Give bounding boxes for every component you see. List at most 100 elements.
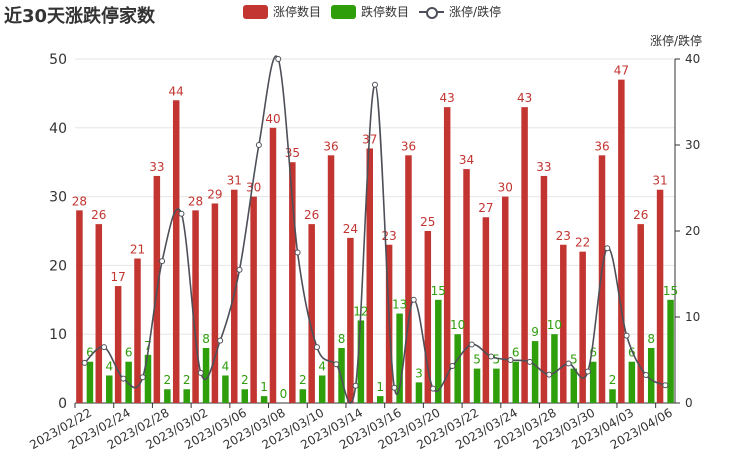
- ratio-point: [275, 56, 282, 62]
- limit-down-bar: [454, 334, 461, 403]
- limit-up-value-label: 25: [420, 215, 435, 229]
- limit-up-value-label: 21: [130, 243, 145, 257]
- limit-up-bar: [347, 237, 354, 403]
- limit-down-bar: [531, 341, 539, 403]
- legend-item-limit-down[interactable]: 跌停数目: [331, 3, 409, 20]
- limit-down-value-label: 2: [241, 373, 249, 387]
- limit-down-bar: [435, 299, 442, 403]
- limit-up-value-label: 33: [536, 160, 551, 174]
- limit-down-bar: [106, 375, 113, 403]
- y2-tick-label: 10: [685, 310, 700, 324]
- limit-up-value-label: 31: [227, 174, 242, 188]
- ratio-point: [81, 359, 88, 366]
- limit-up-bar: [560, 244, 567, 403]
- limit-down-bar: [570, 368, 578, 403]
- ratio-point: [159, 258, 166, 265]
- limit-up-value-label: 36: [323, 139, 338, 153]
- limit-up-bar: [134, 258, 141, 403]
- limit-up-value-label: 26: [633, 208, 648, 222]
- limit-up-bar: [114, 286, 122, 403]
- limit-up-value-label: 36: [594, 139, 609, 153]
- ratio-point: [178, 210, 185, 217]
- limit-down-value-label: 2: [609, 373, 617, 387]
- limit-up-value-label: 28: [72, 194, 87, 208]
- limit-down-value-label: 7: [144, 339, 152, 353]
- limit-up-bar: [269, 127, 277, 404]
- ratio-point: [488, 353, 495, 360]
- limit-up-bar: [598, 155, 606, 403]
- limit-down-bar: [512, 361, 519, 403]
- limit-down-value-label: 15: [431, 284, 446, 298]
- limit-down-value-label: 4: [318, 359, 326, 373]
- ratio-point: [565, 360, 572, 367]
- legend-item-limit-up[interactable]: 涨停数目: [243, 3, 321, 20]
- limit-up-value-label: 26: [91, 208, 106, 222]
- limit-up-value-label: 28: [188, 194, 203, 208]
- limit-down-value-label: 8: [647, 332, 655, 346]
- ratio-point: [507, 357, 514, 363]
- limit-down-bar: [377, 396, 384, 403]
- y2-tick-label: 0: [685, 396, 693, 410]
- legend-item-ratio[interactable]: 涨停/跌停: [419, 3, 501, 20]
- ratio-line: [84, 55, 666, 404]
- limit-down-bar: [473, 368, 481, 403]
- limit-up-bar: [521, 107, 528, 403]
- limit-up-bar: [443, 107, 451, 403]
- legend-label-limit-down: 跌停数目: [361, 5, 410, 19]
- limit-down-value-label: 5: [473, 353, 481, 367]
- ratio-point: [333, 361, 340, 368]
- limit-down-bar: [589, 361, 597, 403]
- limit-down-bar: [125, 361, 132, 403]
- limit-up-value-label: 26: [304, 208, 319, 222]
- limit-up-value-label: 29: [207, 187, 222, 201]
- ratio-point: [255, 142, 262, 148]
- limit-down-bar: [318, 375, 326, 403]
- y-tick-label: 10: [49, 327, 67, 343]
- limit-down-bar: [609, 389, 616, 403]
- limit-down-bar: [493, 368, 500, 403]
- limit-down-value-label: 6: [125, 346, 133, 360]
- y2-tick-label: 30: [685, 138, 700, 152]
- limit-up-value-label: 24: [343, 222, 358, 236]
- limit-down-value-label: 2: [164, 373, 172, 387]
- limit-down-value-label: 6: [86, 346, 94, 360]
- legend-swatch-ratio: [419, 5, 445, 19]
- limit-down-value-label: 6: [589, 346, 597, 360]
- legend-label-limit-up: 涨停数目: [273, 5, 322, 19]
- limit-down-value-label: 6: [628, 346, 636, 360]
- ratio-point: [139, 374, 146, 381]
- limit-up-value-label: 40: [265, 112, 280, 126]
- ratio-point: [197, 369, 204, 376]
- limit-down-value-label: 1: [376, 380, 384, 394]
- limit-up-bar: [424, 231, 432, 403]
- y-tick-label: 20: [49, 258, 67, 274]
- data-labels: 2862641762173324422882943123014003522643…: [72, 64, 678, 401]
- limit-down-bar: [86, 361, 94, 403]
- ratio-point: [662, 382, 669, 389]
- limit-down-value-label: 13: [392, 298, 407, 312]
- legend-swatch-limit-down: [331, 4, 357, 19]
- limit-down-value-label: 3: [415, 366, 423, 380]
- limit-down-value-label: 8: [338, 332, 346, 346]
- limit-up-value-label: 31: [652, 174, 667, 188]
- limit-down-bar: [164, 389, 171, 403]
- ratio-point: [584, 368, 591, 375]
- limit-down-bar: [338, 347, 345, 403]
- limit-up-bar: [501, 196, 509, 403]
- limit-down-value-label: 5: [570, 353, 578, 367]
- limit-up-value-label: 30: [246, 181, 261, 195]
- limit-up-bar: [76, 210, 83, 403]
- ratio-point: [430, 385, 437, 392]
- legend-label-ratio: 涨停/跌停: [449, 5, 502, 19]
- ratio-point: [410, 296, 417, 303]
- ratio-point: [526, 358, 533, 365]
- limit-up-value-label: 47: [614, 64, 629, 78]
- ratio-point: [120, 375, 127, 382]
- limit-up-bar: [192, 210, 199, 403]
- y-tick-label: 40: [49, 121, 67, 137]
- limit-up-bar: [579, 251, 586, 403]
- limit-up-value-label: 44: [169, 84, 184, 98]
- limit-down-bar: [647, 347, 655, 403]
- limit-up-value-label: 35: [285, 146, 300, 160]
